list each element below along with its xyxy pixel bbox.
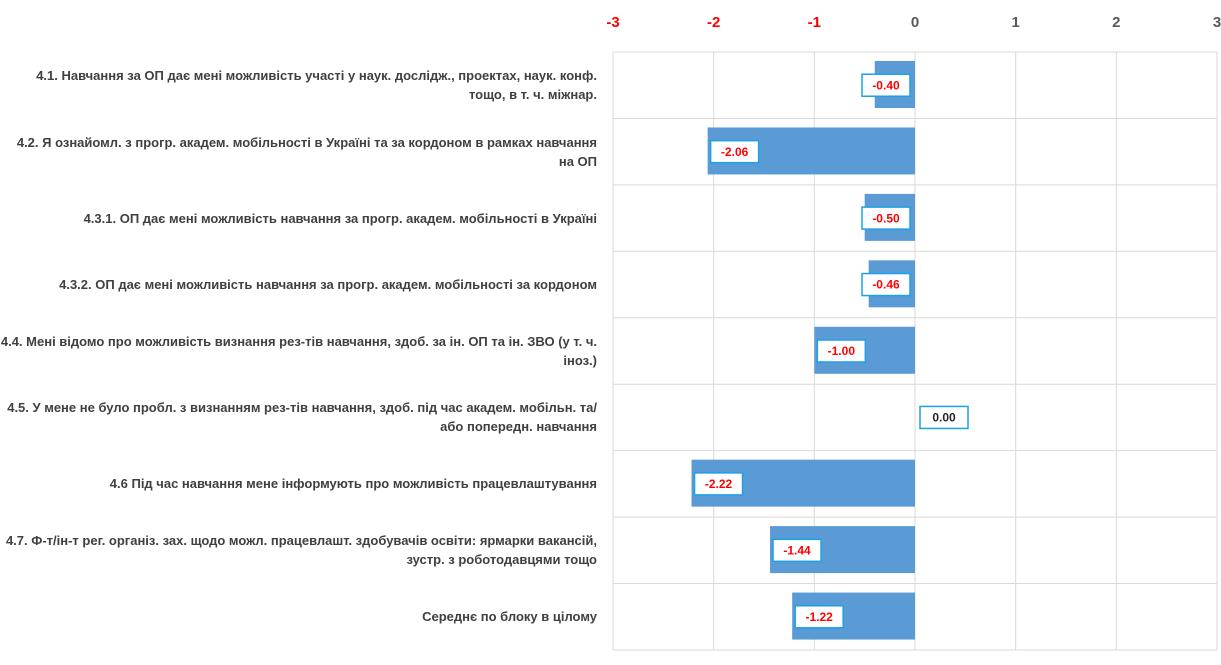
x-tick-label: -2	[707, 14, 720, 31]
x-tick-label: -3	[606, 14, 619, 31]
value-label: -0.40	[872, 78, 900, 92]
category-label: 4.5. У мене не було пробл. з визнанням р…	[7, 400, 597, 435]
x-tick-label: 0	[911, 14, 919, 31]
category-label: 4.7. Ф-т/ін-т рег. організ. зах. щодо мо…	[5, 533, 597, 568]
value-label: 0.00	[932, 411, 956, 425]
value-label-box	[919, 405, 969, 430]
category-label: 4.6 Під час навчання мене інформують про…	[109, 476, 597, 492]
value-label: -0.46	[872, 278, 900, 292]
category-label: 4.3.1. ОП дає мені можливість навчання з…	[83, 210, 597, 226]
value-label-box	[794, 605, 844, 629]
value-label: -0.50	[872, 211, 900, 225]
value-label: -1.44	[783, 544, 811, 558]
value-label: -1.00	[828, 344, 856, 358]
category-label: 4.4. Мені відомо про можливість визнання…	[0, 333, 597, 368]
value-label-box	[709, 139, 760, 164]
value-label-box	[693, 472, 744, 496]
value-label: -2.22	[705, 477, 733, 491]
value-label-box	[861, 73, 911, 97]
value-label: -1.22	[806, 610, 834, 624]
x-tick-label: 2	[1112, 14, 1120, 31]
category-label: 4.1. Навчання за ОП дає мені можливість …	[36, 68, 597, 103]
value-label: -2.06	[721, 145, 749, 159]
category-label: 4.2. Я ознайомл. з прогр. академ. мобіль…	[16, 134, 597, 169]
value-label-box	[816, 339, 867, 363]
value-label-box	[861, 206, 911, 230]
x-tick-label: 1	[1011, 14, 1019, 31]
category-label: Середнє по блоку в цілому	[422, 609, 597, 625]
x-tick-label: 3	[1213, 14, 1221, 31]
value-label-box	[861, 272, 911, 297]
x-tick-label: -1	[808, 14, 821, 31]
value-label-box	[772, 538, 822, 563]
category-label: 4.3.2. ОП дає мені можливість навчання з…	[59, 277, 597, 293]
